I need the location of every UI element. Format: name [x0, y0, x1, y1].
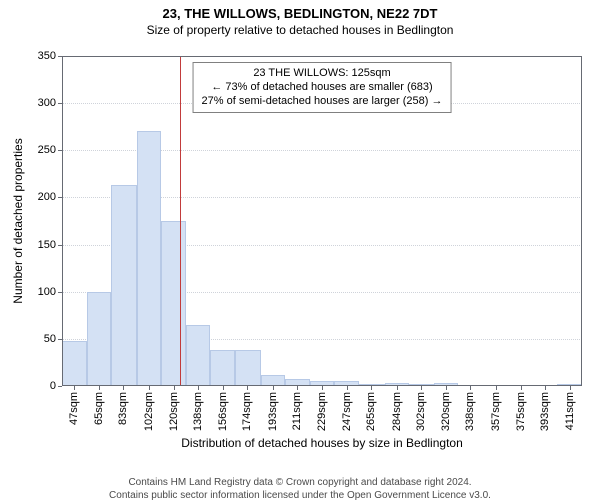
histogram-bar	[87, 292, 112, 386]
y-tick-label: 250	[38, 144, 62, 156]
x-tick-label: 357sqm	[490, 392, 502, 431]
annotation-line: 27% of semi-detached houses are larger (…	[202, 95, 443, 109]
x-tick-label: 138sqm	[192, 392, 204, 431]
histogram-bar	[161, 221, 186, 386]
histogram-bar	[235, 350, 261, 386]
y-tick-label: 50	[44, 333, 62, 345]
x-tick-mark	[421, 386, 422, 390]
histogram-bar	[111, 185, 137, 386]
property-marker-line	[180, 56, 181, 386]
y-tick-label: 100	[38, 286, 62, 298]
x-tick-label: 302sqm	[415, 392, 427, 431]
x-tick-mark	[198, 386, 199, 390]
x-tick-label: 284sqm	[391, 392, 403, 431]
x-tick-mark	[99, 386, 100, 390]
x-tick-label: 247sqm	[341, 392, 353, 431]
x-tick-label: 265sqm	[365, 392, 377, 431]
x-tick-mark	[570, 386, 571, 390]
footer-line-1: Contains HM Land Registry data © Crown c…	[0, 477, 600, 490]
footer: Contains HM Land Registry data © Crown c…	[0, 477, 600, 500]
x-tick-mark	[74, 386, 75, 390]
x-tick-mark	[223, 386, 224, 390]
x-tick-label: 229sqm	[316, 392, 328, 431]
x-tick-label: 156sqm	[217, 392, 229, 431]
histogram-bar	[285, 379, 310, 386]
x-tick-mark	[371, 386, 372, 390]
x-tick-mark	[322, 386, 323, 390]
x-tick-mark	[470, 386, 471, 390]
x-tick-mark	[496, 386, 497, 390]
x-tick-mark	[247, 386, 248, 390]
x-tick-label: 47sqm	[68, 392, 80, 425]
annotation-line: ← 73% of detached houses are smaller (68…	[202, 81, 443, 95]
annotation-box: 23 THE WILLOWS: 125sqm← 73% of detached …	[193, 62, 452, 113]
footer-line-2: Contains public sector information licen…	[0, 490, 600, 500]
x-axis-label: Distribution of detached houses by size …	[181, 436, 463, 450]
y-tick-label: 350	[38, 50, 62, 62]
x-tick-mark	[123, 386, 124, 390]
x-tick-mark	[521, 386, 522, 390]
x-tick-label: 393sqm	[539, 392, 551, 431]
x-tick-label: 375sqm	[515, 392, 527, 431]
histogram-bar	[261, 375, 286, 386]
x-tick-label: 193sqm	[267, 392, 279, 431]
y-tick-label: 150	[38, 239, 62, 251]
x-tick-mark	[446, 386, 447, 390]
x-tick-label: 320sqm	[440, 392, 452, 431]
x-tick-mark	[297, 386, 298, 390]
histogram-bar	[62, 341, 87, 386]
plot-container: Number of detached properties 0501001502…	[0, 6, 600, 336]
y-tick-label: 0	[50, 380, 62, 392]
x-tick-mark	[397, 386, 398, 390]
x-tick-label: 338sqm	[464, 392, 476, 431]
x-tick-label: 83sqm	[117, 392, 129, 425]
histogram-bar	[137, 131, 162, 386]
y-axis-label: Number of detached properties	[11, 138, 25, 303]
x-tick-mark	[347, 386, 348, 390]
histogram-bar	[186, 325, 211, 386]
x-tick-label: 211sqm	[291, 392, 303, 430]
x-tick-mark	[149, 386, 150, 390]
x-tick-label: 102sqm	[143, 392, 155, 431]
y-tick-label: 300	[38, 97, 62, 109]
figure: { "title": "23, THE WILLOWS, BEDLINGTON,…	[0, 6, 600, 500]
x-tick-label: 65sqm	[93, 392, 105, 425]
x-tick-mark	[273, 386, 274, 390]
x-tick-label: 120sqm	[168, 392, 180, 431]
histogram-bar	[210, 350, 235, 386]
x-tick-label: 411sqm	[564, 392, 576, 430]
x-tick-mark	[545, 386, 546, 390]
plot-area: 05010015020025030035047sqm65sqm83sqm102s…	[62, 56, 582, 386]
y-tick-label: 200	[38, 191, 62, 203]
x-tick-mark	[174, 386, 175, 390]
x-tick-label: 174sqm	[241, 392, 253, 431]
annotation-line: 23 THE WILLOWS: 125sqm	[202, 67, 443, 81]
